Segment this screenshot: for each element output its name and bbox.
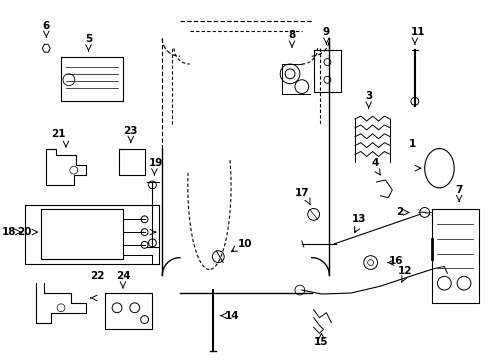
Text: 7: 7 <box>454 185 462 195</box>
Text: 6: 6 <box>42 21 50 31</box>
Text: 24: 24 <box>115 271 130 281</box>
Text: 16: 16 <box>387 256 402 266</box>
Text: 21: 21 <box>51 129 65 139</box>
Text: 8: 8 <box>288 31 295 40</box>
Text: 10: 10 <box>238 239 252 249</box>
Text: 14: 14 <box>224 311 239 321</box>
Text: 3: 3 <box>365 91 371 102</box>
Text: 5: 5 <box>85 34 92 44</box>
Text: 9: 9 <box>322 27 329 37</box>
Text: 1: 1 <box>408 139 415 149</box>
Text: 11: 11 <box>410 27 424 37</box>
Text: 22: 22 <box>90 271 105 281</box>
Text: 13: 13 <box>351 214 366 224</box>
Text: 23: 23 <box>123 126 138 136</box>
Text: 4: 4 <box>371 158 379 168</box>
Text: 17: 17 <box>294 188 308 198</box>
Text: 2: 2 <box>395 207 402 217</box>
Text: 15: 15 <box>314 337 328 347</box>
Text: 18: 18 <box>2 227 17 237</box>
Text: 19: 19 <box>149 158 163 168</box>
Text: 20: 20 <box>17 227 31 237</box>
Text: 12: 12 <box>397 266 411 276</box>
